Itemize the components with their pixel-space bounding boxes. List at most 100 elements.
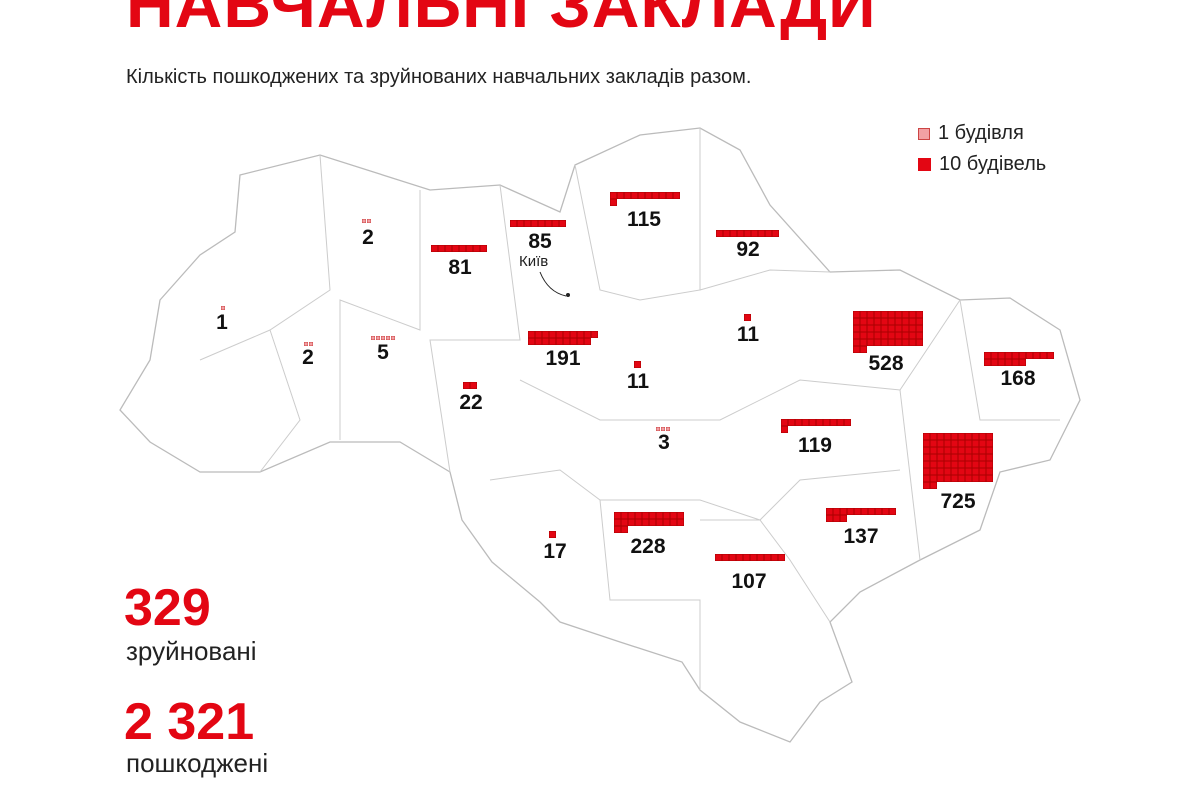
ten-buildings-square	[860, 339, 867, 346]
ten-buildings-square	[1005, 359, 1012, 366]
ten-buildings-square	[459, 245, 466, 252]
page-subtitle: Кількість пошкоджених та зруйнованих нав…	[126, 66, 752, 88]
ten-buildings-square	[951, 461, 958, 468]
ten-buildings-square	[916, 339, 923, 346]
ten-buildings-square	[937, 440, 944, 447]
ten-buildings-square	[923, 475, 930, 482]
ten-buildings-square	[951, 454, 958, 461]
ten-buildings-square	[951, 475, 958, 482]
ten-buildings-square	[531, 220, 538, 227]
ten-buildings-square	[1047, 352, 1054, 359]
ten-buildings-square	[591, 331, 598, 338]
ten-buildings-square	[972, 440, 979, 447]
ten-buildings-square	[830, 419, 837, 426]
ten-buildings-square	[631, 192, 638, 199]
ten-buildings-square	[881, 311, 888, 318]
ten-buildings-square	[716, 230, 723, 237]
single-building-square	[304, 342, 308, 346]
ten-buildings-square	[882, 508, 889, 515]
ten-buildings-square	[874, 318, 881, 325]
ten-buildings-square	[538, 220, 545, 227]
building-block	[304, 339, 375, 346]
ten-buildings-square	[895, 311, 902, 318]
building-block	[614, 512, 685, 533]
ten-buildings-square	[881, 332, 888, 339]
ten-buildings-square	[930, 461, 937, 468]
ten-buildings-square	[958, 468, 965, 475]
ten-buildings-square	[737, 230, 744, 237]
ten-buildings-square	[902, 339, 909, 346]
ten-buildings-square	[470, 382, 477, 389]
ten-buildings-square	[781, 426, 788, 433]
ten-buildings-square	[549, 338, 556, 345]
ten-buildings-square	[642, 512, 649, 519]
ten-buildings-square	[909, 332, 916, 339]
ten-buildings-square	[1019, 359, 1026, 366]
ten-buildings-square	[473, 245, 480, 252]
ten-buildings-square	[902, 332, 909, 339]
ten-buildings-square	[833, 508, 840, 515]
ten-buildings-square	[875, 508, 882, 515]
ten-buildings-square	[867, 339, 874, 346]
ten-buildings-square	[528, 331, 535, 338]
ten-buildings-square	[958, 433, 965, 440]
ten-buildings-square	[1012, 359, 1019, 366]
ten-buildings-square	[743, 554, 750, 561]
ten-buildings-square	[874, 311, 881, 318]
ten-buildings-square	[888, 318, 895, 325]
ten-buildings-square	[944, 454, 951, 461]
ten-buildings-square	[642, 519, 649, 526]
ten-buildings-square	[923, 482, 930, 489]
ten-buildings-square	[431, 245, 438, 252]
ten-buildings-square	[965, 433, 972, 440]
single-building-square	[391, 336, 395, 340]
ten-buildings-square	[649, 519, 656, 526]
ten-buildings-square	[868, 508, 875, 515]
ten-buildings-square	[628, 519, 635, 526]
ten-buildings-square	[909, 339, 916, 346]
ten-buildings-square	[923, 468, 930, 475]
ten-buildings-square	[916, 332, 923, 339]
ten-buildings-square	[809, 419, 816, 426]
building-block	[371, 333, 442, 340]
ten-buildings-square	[1026, 352, 1033, 359]
building-block	[853, 311, 924, 353]
ten-buildings-square	[466, 245, 473, 252]
single-building-square	[386, 336, 390, 340]
ten-buildings-square	[656, 512, 663, 519]
ten-buildings-square	[944, 447, 951, 454]
ten-buildings-square	[860, 346, 867, 353]
ten-buildings-square	[853, 318, 860, 325]
ten-buildings-square	[972, 433, 979, 440]
single-building-swatch	[918, 127, 930, 140]
ten-buildings-square	[542, 331, 549, 338]
ten-buildings-square	[577, 338, 584, 345]
ten-buildings-square	[1033, 352, 1040, 359]
ten-buildings-square	[888, 339, 895, 346]
region-count: 81	[448, 256, 472, 279]
ten-buildings-square	[744, 230, 751, 237]
ten-buildings-swatch	[918, 158, 931, 171]
ten-buildings-square	[860, 325, 867, 332]
legend-label: 10 будівель	[939, 153, 1047, 175]
region-count: 725	[940, 490, 976, 513]
region-count: 115	[627, 208, 661, 231]
ten-buildings-square	[965, 447, 972, 454]
ten-buildings-square	[881, 325, 888, 332]
ten-buildings-square	[867, 318, 874, 325]
ten-buildings-square	[844, 419, 851, 426]
ten-buildings-square	[979, 454, 986, 461]
ten-buildings-square	[984, 359, 991, 366]
building-block	[510, 220, 581, 227]
ten-buildings-square	[559, 220, 566, 227]
ten-buildings-square	[979, 433, 986, 440]
ten-buildings-square	[736, 554, 743, 561]
building-block	[656, 424, 727, 431]
building-block	[744, 314, 815, 321]
ten-buildings-square	[867, 332, 874, 339]
ten-buildings-square	[649, 512, 656, 519]
kyiv-arrow	[539, 271, 567, 297]
ten-buildings-square	[909, 325, 916, 332]
ten-buildings-square	[795, 419, 802, 426]
